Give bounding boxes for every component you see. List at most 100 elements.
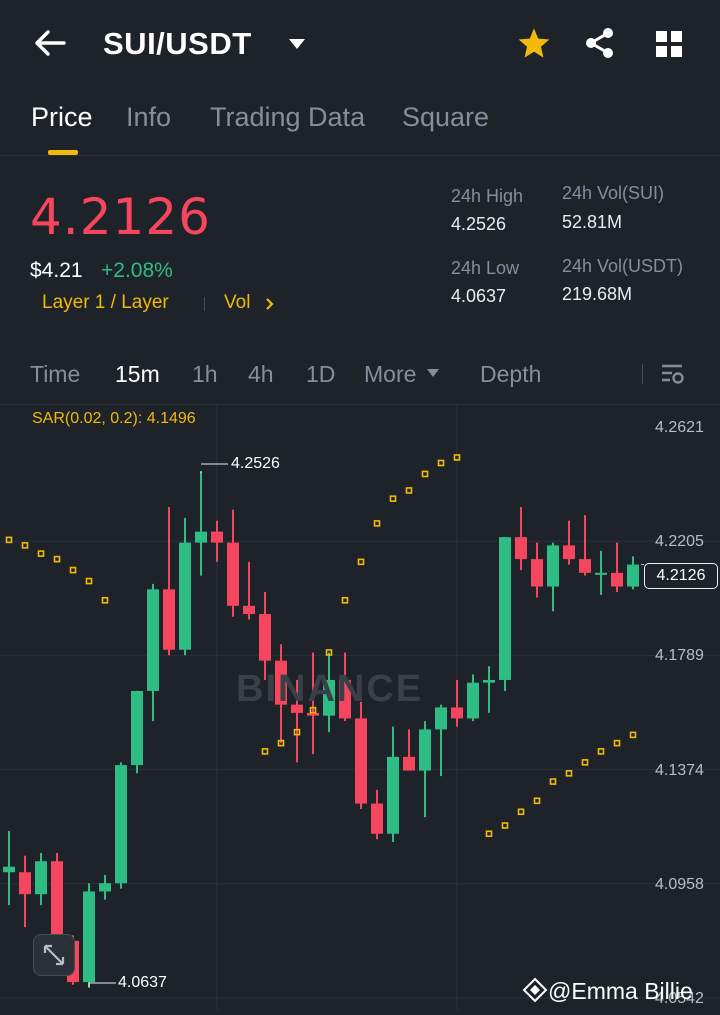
y-tick: 4.0958 [655, 876, 704, 893]
credit-text: @Emma Billie [548, 978, 693, 1004]
sar-dot [293, 728, 301, 736]
candle-body-up [3, 866, 15, 873]
candle-body-up [35, 861, 47, 895]
sar-dot [405, 487, 413, 494]
binance-watermark: BINANCE [236, 668, 424, 710]
sar-dot [357, 558, 365, 566]
high-annotation: 4.2526 [231, 455, 280, 472]
interval-1h[interactable]: 1h [192, 361, 218, 387]
candle-body-up [179, 542, 191, 650]
sar-dot [421, 470, 429, 478]
active-tab-indicator [48, 150, 78, 155]
sar-dot [309, 706, 317, 714]
candle-body-up [627, 564, 639, 587]
sar-dot [613, 739, 621, 747]
sar-dot [453, 454, 461, 461]
candlestick-chart[interactable] [0, 405, 720, 1010]
tab-trading-data[interactable]: Trading Data [210, 102, 366, 132]
candle-body-down [275, 660, 287, 705]
candle-body-up [131, 690, 143, 766]
y-tick: 4.1374 [655, 762, 704, 779]
sar-dot [21, 542, 29, 549]
vol-sui-label: 24h Vol(SUI) [562, 183, 665, 203]
interval-more[interactable]: More [364, 361, 417, 387]
more-dropdown-icon[interactable] [427, 369, 439, 377]
share-icon[interactable] [584, 27, 616, 59]
category-tag[interactable]: Layer 1 / Layer [42, 292, 169, 313]
sar-dot [501, 822, 509, 829]
sar-dot [101, 597, 109, 604]
y-tick: 4.2205 [655, 533, 704, 550]
current-price-marker: 4.2126 [644, 563, 718, 589]
sar-dot [53, 555, 61, 563]
candle-body-up [595, 572, 607, 575]
candle-body-down [243, 605, 255, 615]
interval-4h[interactable]: 4h [248, 361, 274, 387]
sar-dot [37, 550, 45, 557]
sar-dot [85, 577, 93, 585]
vol-link[interactable]: Vol [224, 292, 251, 313]
back-arrow-icon[interactable] [33, 28, 67, 58]
chevron-right-icon[interactable] [265, 297, 275, 311]
chevron-down-icon[interactable] [288, 38, 306, 50]
separator [642, 364, 643, 384]
pair-title[interactable]: SUI/USDT [103, 26, 252, 61]
low-label: 24h Low [451, 258, 520, 278]
interval-15m[interactable]: 15m [115, 361, 160, 387]
depth-tab[interactable]: Depth [480, 361, 542, 387]
sar-dot [261, 748, 269, 755]
interval-time[interactable]: Time [30, 361, 81, 387]
sar-dot [277, 739, 285, 747]
low-leader-line [88, 982, 116, 988]
expand-icon [43, 944, 65, 966]
candle-body-down [259, 614, 271, 661]
separator [204, 297, 205, 311]
star-icon[interactable] [517, 27, 551, 59]
vol-usdt-label: 24h Vol(USDT) [562, 256, 684, 276]
sar-dot [597, 748, 605, 755]
candle-body-up [547, 545, 559, 587]
sar-dot [581, 759, 589, 766]
divider [0, 404, 720, 405]
tab-price[interactable]: Price [31, 102, 93, 132]
vol-usdt-value: 219.68M [562, 284, 633, 304]
sar-dot [565, 770, 573, 777]
fullscreen-button[interactable] [33, 934, 75, 976]
interval-1d[interactable]: 1D [306, 361, 336, 387]
candle-body-down [611, 572, 623, 587]
candle-body-up [387, 756, 399, 834]
sar-dot [341, 597, 349, 604]
sar-dot [549, 778, 557, 785]
fiat-price: $4.21 [30, 259, 83, 282]
candle-body-down [227, 542, 239, 606]
candle-body-down [163, 589, 175, 650]
high-label: 24h High [451, 186, 524, 206]
sar-dot [533, 797, 541, 805]
candle-body-up [467, 682, 479, 719]
sar-dot [5, 536, 13, 544]
chart-settings-icon[interactable] [660, 362, 684, 386]
candle-body-up [147, 589, 159, 691]
top-bar: SUI/USDT [0, 0, 720, 90]
candle-body-down [403, 756, 415, 771]
low-value: 4.0637 [451, 286, 507, 306]
y-tick: 4.2621 [655, 419, 704, 436]
sar-dot [389, 495, 397, 502]
y-tick: 4.1789 [655, 647, 704, 664]
candle-body-down [355, 718, 367, 804]
candle-body-down [51, 861, 63, 941]
vol-sui-value: 52.81M [562, 212, 623, 232]
binance-logo-icon [522, 977, 548, 1003]
sar-dot [325, 649, 333, 656]
candle-body-up [323, 679, 335, 716]
candle-body-up [195, 531, 207, 543]
tab-info[interactable]: Info [126, 102, 172, 132]
price-change: +2.08% [101, 259, 173, 282]
grid-menu-icon[interactable] [656, 31, 682, 57]
tab-square[interactable]: Square [402, 102, 490, 132]
candle-body-down [371, 803, 383, 834]
candle-body-up [435, 707, 447, 730]
sar-dot [373, 520, 381, 527]
high-value: 4.2526 [451, 214, 507, 234]
sar-dot [485, 830, 493, 838]
